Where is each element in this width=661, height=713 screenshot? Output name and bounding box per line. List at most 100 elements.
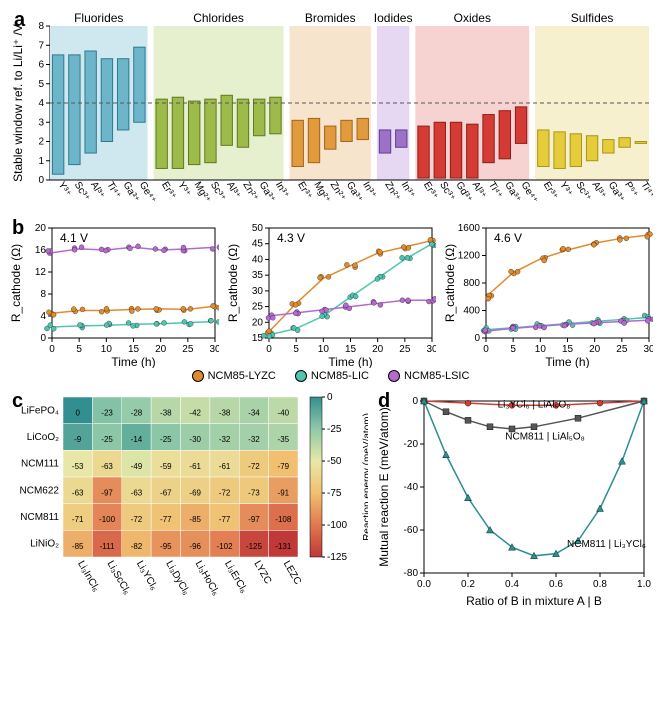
svg-text:7: 7 bbox=[38, 40, 44, 51]
svg-text:-32: -32 bbox=[219, 435, 231, 444]
svg-text:-85: -85 bbox=[72, 542, 84, 551]
svg-text:LiCoO₂: LiCoO₂ bbox=[27, 432, 59, 443]
svg-text:Ga³⁺: Ga³⁺ bbox=[502, 180, 523, 205]
svg-text:12: 12 bbox=[35, 267, 47, 278]
svg-text:Ge⁴⁺: Ge⁴⁺ bbox=[518, 180, 539, 205]
panel-b-legend: NCM85-LYZC NCM85-LIC NCM85-LSIC bbox=[8, 370, 653, 385]
svg-text:-131: -131 bbox=[275, 542, 292, 551]
svg-text:-14: -14 bbox=[131, 435, 143, 444]
svg-text:15: 15 bbox=[562, 344, 574, 355]
svg-text:Er³⁺: Er³⁺ bbox=[541, 180, 560, 202]
svg-text:4.1 V: 4.1 V bbox=[60, 231, 88, 245]
legend-label: NCM85-LYZC bbox=[208, 370, 276, 382]
svg-text:-25: -25 bbox=[160, 435, 172, 444]
svg-text:-97: -97 bbox=[101, 488, 113, 497]
svg-text:-59: -59 bbox=[160, 462, 172, 471]
svg-text:2: 2 bbox=[38, 137, 44, 148]
svg-text:30: 30 bbox=[252, 286, 264, 297]
svg-text:15: 15 bbox=[345, 344, 357, 355]
svg-text:-61: -61 bbox=[219, 462, 231, 471]
svg-text:0: 0 bbox=[266, 344, 272, 355]
svg-text:8: 8 bbox=[38, 21, 44, 32]
svg-text:-125: -125 bbox=[327, 552, 347, 563]
svg-text:8: 8 bbox=[40, 289, 46, 300]
svg-text:Mutual reaction E (meV/atom): Mutual reaction E (meV/atom) bbox=[377, 407, 391, 566]
svg-text:-49: -49 bbox=[131, 462, 143, 471]
svg-text:6: 6 bbox=[38, 60, 44, 71]
svg-text:Li₃InCl₆: Li₃InCl₆ bbox=[75, 559, 101, 594]
svg-text:Ti⁴⁺: Ti⁴⁺ bbox=[486, 180, 504, 201]
svg-text:Li₃ErCl₆: Li₃ErCl₆ bbox=[222, 559, 249, 595]
svg-text:-67: -67 bbox=[160, 488, 172, 497]
svg-text:25: 25 bbox=[616, 344, 628, 355]
svg-text:25: 25 bbox=[252, 302, 264, 313]
svg-text:-63: -63 bbox=[101, 462, 113, 471]
svg-text:Ti⁴⁺: Ti⁴⁺ bbox=[638, 180, 653, 201]
svg-text:Sulfides: Sulfides bbox=[571, 11, 614, 25]
svg-text:-100: -100 bbox=[99, 515, 116, 524]
svg-text:0: 0 bbox=[327, 392, 333, 403]
svg-text:Oxides: Oxides bbox=[454, 11, 491, 25]
svg-text:-75: -75 bbox=[327, 488, 342, 499]
svg-text:Li₃HoCl₆: Li₃HoCl₆ bbox=[193, 559, 222, 598]
svg-text:10: 10 bbox=[318, 344, 330, 355]
svg-text:LiNiO₂: LiNiO₂ bbox=[30, 539, 59, 550]
svg-text:Li₃DyCl₆: Li₃DyCl₆ bbox=[163, 559, 191, 597]
svg-text:Li₃ScCl₆: Li₃ScCl₆ bbox=[104, 559, 132, 597]
svg-text:-111: -111 bbox=[100, 542, 115, 551]
svg-text:Y³⁺: Y³⁺ bbox=[56, 180, 73, 199]
svg-text:30: 30 bbox=[209, 344, 219, 355]
svg-text:-25: -25 bbox=[327, 424, 342, 435]
svg-text:LYZC: LYZC bbox=[251, 559, 273, 586]
svg-text:0: 0 bbox=[38, 175, 44, 186]
svg-text:1: 1 bbox=[38, 156, 44, 167]
svg-text:Er³⁺: Er³⁺ bbox=[421, 180, 440, 202]
svg-text:-125: -125 bbox=[246, 542, 263, 551]
svg-text:Time (h): Time (h) bbox=[111, 355, 155, 368]
svg-text:0.0: 0.0 bbox=[417, 579, 431, 590]
svg-text:-91: -91 bbox=[278, 488, 290, 497]
svg-text:-61: -61 bbox=[189, 462, 201, 471]
svg-text:Ti⁴⁺: Ti⁴⁺ bbox=[104, 180, 122, 201]
svg-text:-82: -82 bbox=[131, 542, 143, 551]
svg-text:Ratio of B in mixture A | B: Ratio of B in mixture A | B bbox=[466, 594, 602, 608]
svg-text:Ga³⁺: Ga³⁺ bbox=[257, 180, 278, 205]
panel-b: 048121620051015202530Time (h)R_cathode (… bbox=[8, 218, 653, 385]
svg-text:0: 0 bbox=[412, 396, 418, 407]
svg-text:Er³⁺: Er³⁺ bbox=[159, 180, 178, 202]
svg-text:Ge⁴⁺: Ge⁴⁺ bbox=[137, 180, 158, 205]
svg-text:0.6: 0.6 bbox=[549, 579, 563, 590]
svg-text:NCM811 | Li₃YCl₆: NCM811 | Li₃YCl₆ bbox=[567, 539, 646, 550]
svg-text:-102: -102 bbox=[217, 542, 234, 551]
svg-text:-97: -97 bbox=[248, 515, 260, 524]
svg-text:4: 4 bbox=[38, 98, 44, 109]
svg-text:20: 20 bbox=[155, 344, 167, 355]
svg-text:1.0: 1.0 bbox=[637, 579, 651, 590]
svg-text:R_cathode (Ω): R_cathode (Ω) bbox=[9, 244, 23, 322]
svg-text:16: 16 bbox=[35, 245, 47, 256]
svg-text:0: 0 bbox=[483, 344, 489, 355]
svg-text:4: 4 bbox=[40, 311, 46, 322]
svg-text:-30: -30 bbox=[189, 435, 201, 444]
svg-text:-72: -72 bbox=[248, 462, 260, 471]
svg-text:400: 400 bbox=[463, 306, 480, 317]
svg-text:LiFePO₄: LiFePO₄ bbox=[21, 405, 59, 416]
svg-text:Ga³⁺: Ga³⁺ bbox=[344, 180, 365, 205]
svg-text:Er³⁺: Er³⁺ bbox=[295, 180, 314, 202]
svg-text:-77: -77 bbox=[219, 515, 231, 524]
svg-text:-38: -38 bbox=[219, 408, 231, 417]
svg-text:-34: -34 bbox=[248, 408, 260, 417]
svg-text:50: 50 bbox=[252, 223, 264, 234]
svg-text:5: 5 bbox=[510, 344, 516, 355]
svg-text:Sc³⁺: Sc³⁺ bbox=[437, 180, 457, 203]
svg-text:4.6 V: 4.6 V bbox=[494, 231, 522, 245]
svg-text:-63: -63 bbox=[131, 488, 143, 497]
svg-text:R_cathode (Ω): R_cathode (Ω) bbox=[226, 244, 240, 322]
svg-text:NCM811: NCM811 bbox=[20, 512, 59, 523]
svg-text:45: 45 bbox=[252, 239, 264, 250]
svg-text:25: 25 bbox=[399, 344, 411, 355]
svg-text:1600: 1600 bbox=[458, 223, 481, 234]
svg-text:-100: -100 bbox=[327, 520, 347, 531]
svg-text:Ga³⁺: Ga³⁺ bbox=[606, 180, 627, 205]
svg-text:30: 30 bbox=[426, 344, 436, 355]
